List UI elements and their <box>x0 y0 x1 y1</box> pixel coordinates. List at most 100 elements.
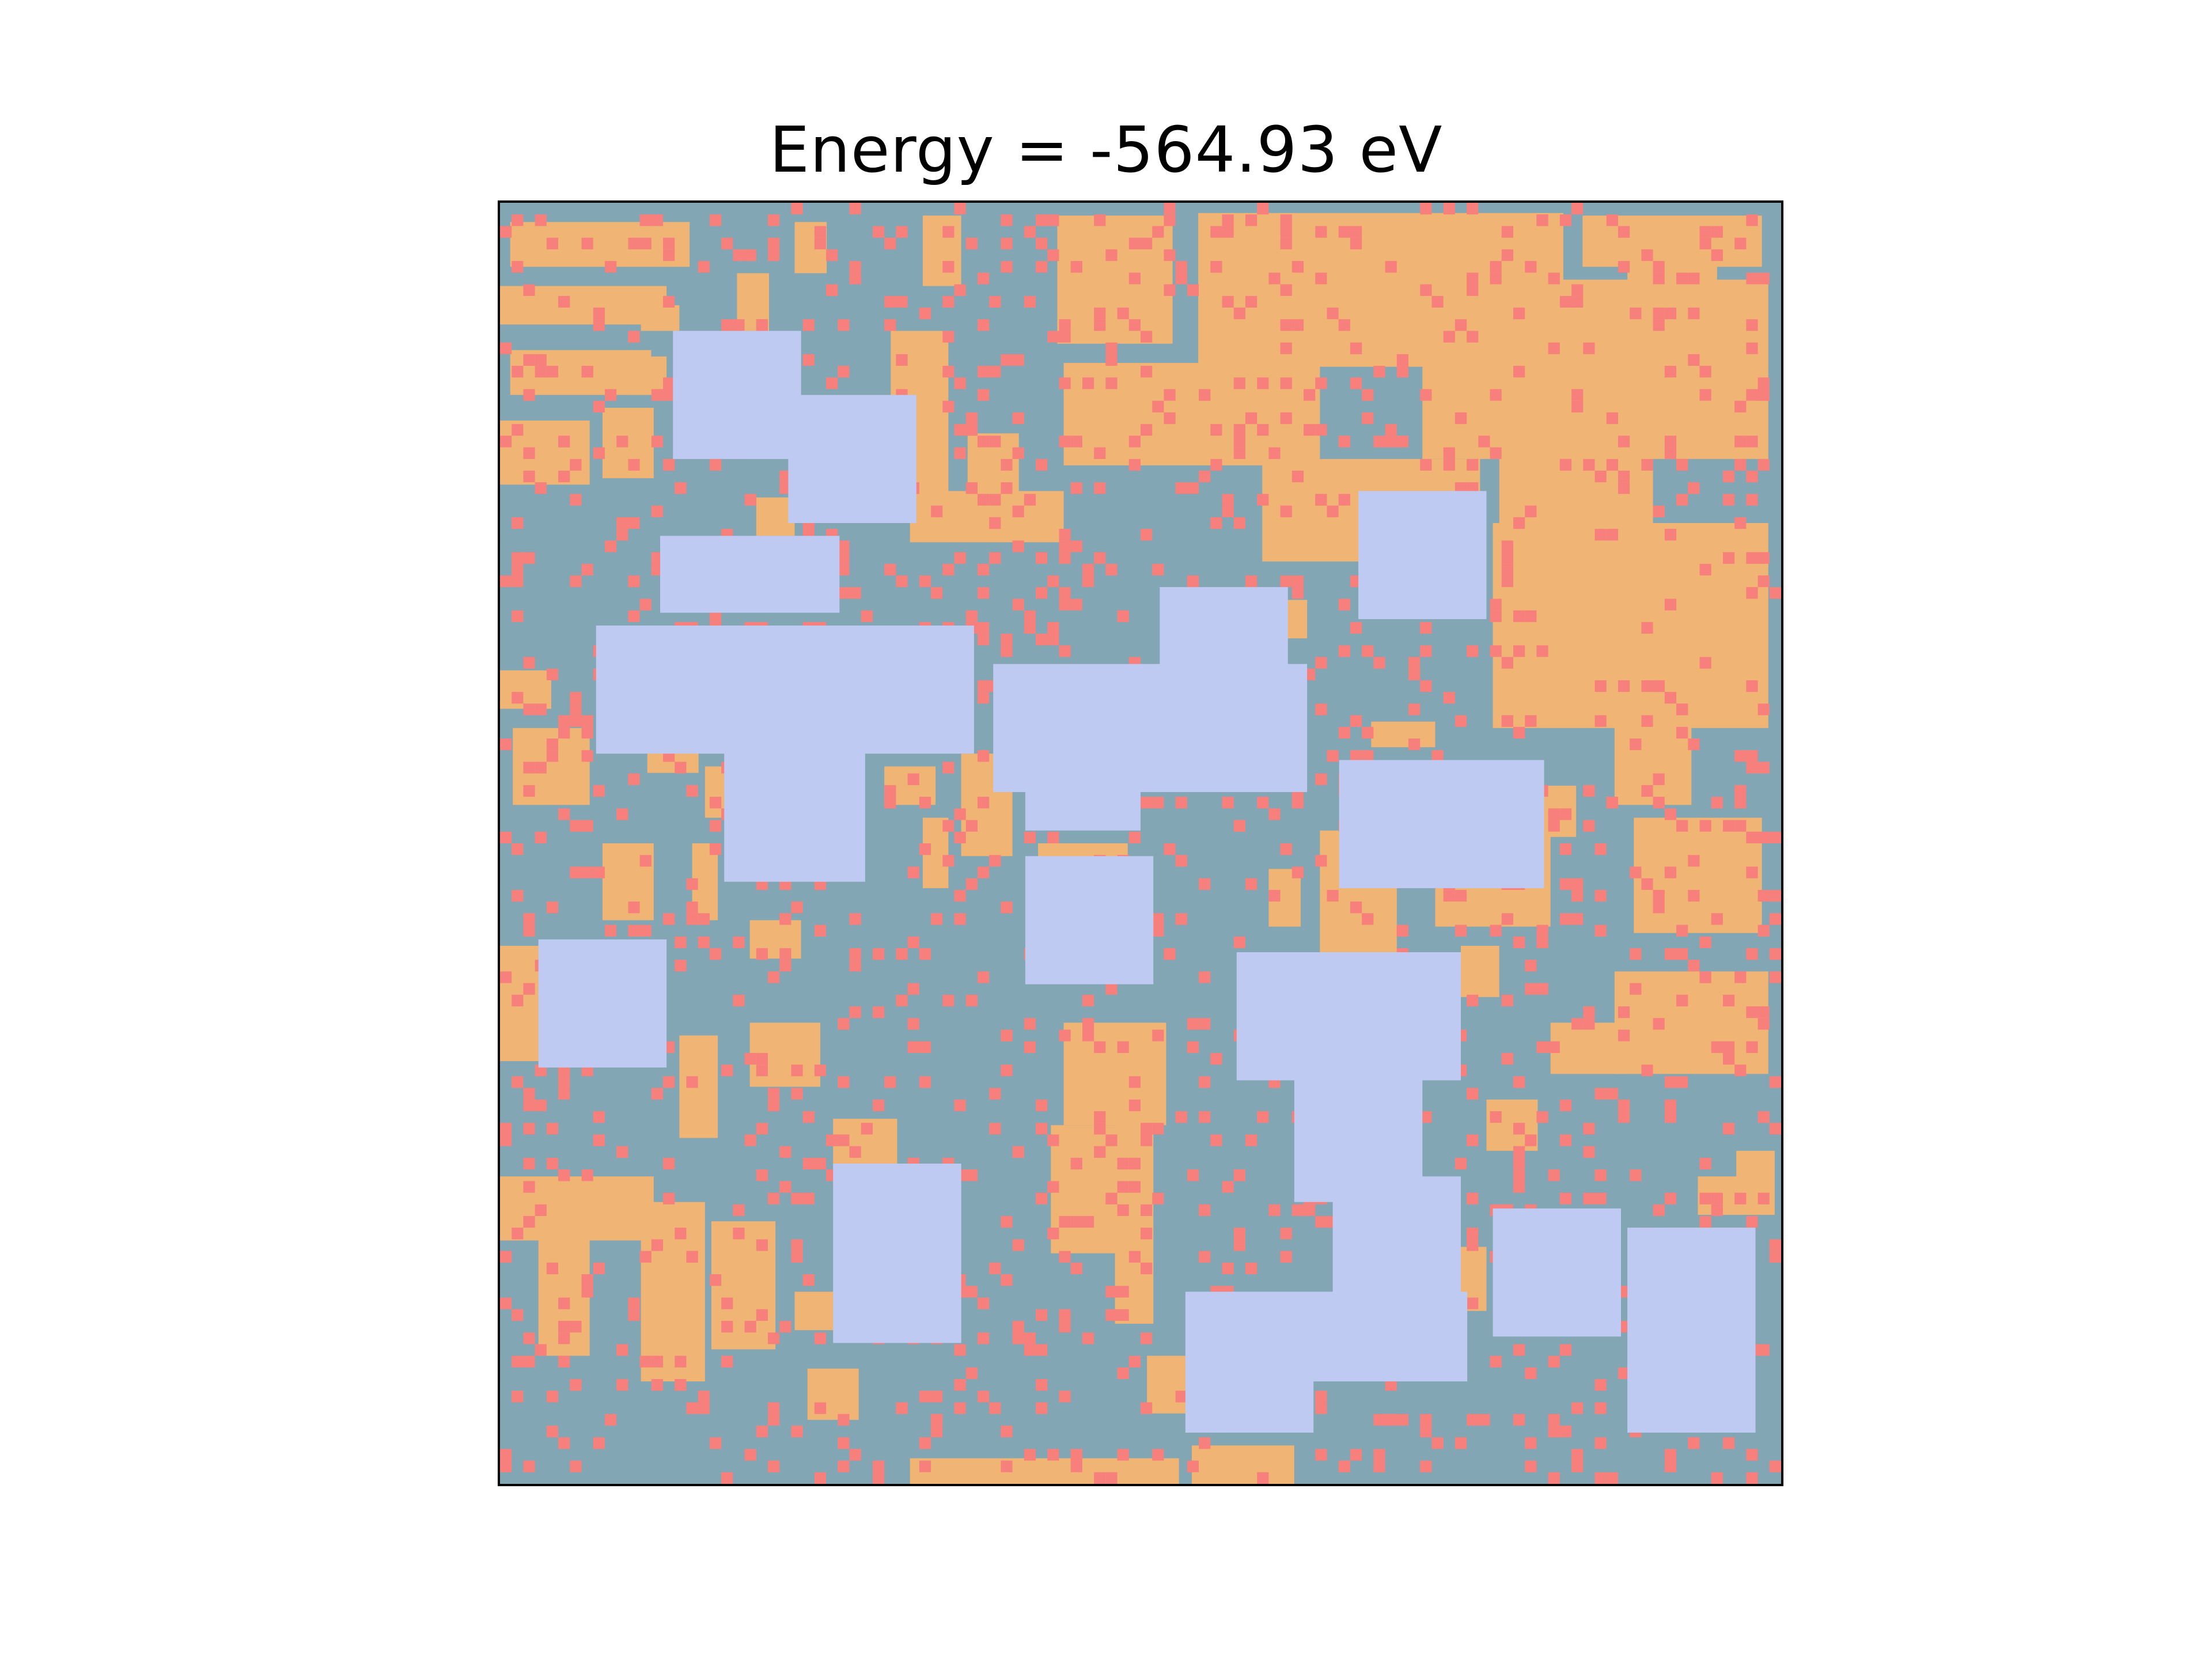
red-site <box>1664 366 1677 378</box>
red-site <box>768 1402 780 1414</box>
red-site <box>546 1123 559 1135</box>
red-site <box>1315 657 1327 669</box>
red-site <box>1594 680 1607 692</box>
red-site <box>686 1402 698 1414</box>
red-site <box>1105 983 1118 995</box>
lavender-domain <box>1332 1176 1461 1331</box>
red-site <box>965 1169 978 1181</box>
red-site <box>1036 634 1048 646</box>
red-site <box>651 1379 664 1391</box>
red-site <box>593 785 605 797</box>
red-site <box>616 808 628 820</box>
red-site <box>1513 1123 1525 1135</box>
red-site <box>1036 261 1048 273</box>
red-site <box>838 319 850 331</box>
red-site <box>1024 1344 1036 1356</box>
red-site <box>942 820 955 832</box>
red-site <box>977 634 990 646</box>
red-site <box>1012 354 1024 366</box>
red-site <box>965 820 978 832</box>
red-site <box>1571 203 1584 215</box>
red-site <box>814 237 827 249</box>
red-site <box>826 249 838 262</box>
red-site <box>1606 797 1618 809</box>
red-site <box>1734 785 1747 797</box>
red-site <box>954 552 966 564</box>
red-site <box>1630 738 1642 751</box>
red-site <box>779 1146 791 1158</box>
red-site <box>1653 773 1665 785</box>
red-site <box>1001 645 1013 657</box>
red-site <box>1606 214 1618 226</box>
red-site <box>1583 820 1595 832</box>
red-site <box>1420 459 1432 471</box>
red-site <box>1141 1262 1153 1275</box>
red-site <box>546 237 559 249</box>
red-site <box>1175 797 1187 809</box>
red-site <box>1373 1414 1385 1426</box>
lavender-domain <box>538 939 667 1068</box>
red-site <box>733 319 745 331</box>
red-site <box>838 1134 850 1146</box>
red-site <box>1746 214 1758 226</box>
red-site <box>1618 1111 1630 1123</box>
red-site <box>919 1391 931 1403</box>
red-site <box>1559 843 1572 855</box>
red-site <box>535 366 547 378</box>
red-site <box>570 459 582 471</box>
red-site <box>1664 808 1677 820</box>
red-site <box>616 529 628 541</box>
red-site <box>1024 622 1036 634</box>
red-site <box>977 494 990 506</box>
red-site <box>791 1425 803 1438</box>
red-site <box>512 575 524 588</box>
red-site <box>791 1192 803 1205</box>
red-site <box>1769 948 1781 960</box>
red-site <box>849 1146 861 1158</box>
red-site <box>1141 1402 1153 1414</box>
red-site <box>1105 1309 1118 1321</box>
red-site <box>1711 1472 1723 1484</box>
red-site <box>744 494 756 506</box>
red-site <box>1653 261 1665 273</box>
red-site <box>523 913 535 925</box>
red-site <box>1024 494 1036 506</box>
red-site <box>523 983 535 995</box>
red-site <box>1490 389 1502 401</box>
red-site <box>1362 726 1374 739</box>
red-site <box>663 296 675 308</box>
red-site <box>581 563 593 575</box>
red-site <box>989 1088 1001 1100</box>
red-site <box>1001 482 1013 494</box>
red-site <box>1769 831 1781 843</box>
red-site <box>872 1099 885 1112</box>
red-site <box>1583 1018 1595 1030</box>
red-site <box>1594 1402 1607 1414</box>
red-site <box>1443 203 1455 215</box>
red-site <box>1070 435 1082 448</box>
red-site <box>1525 960 1537 972</box>
red-site <box>686 913 698 925</box>
red-site <box>965 412 978 425</box>
red-site <box>977 272 990 285</box>
red-site <box>1141 237 1153 249</box>
red-site <box>581 366 593 378</box>
red-site <box>791 1251 803 1263</box>
red-site <box>1385 424 1397 436</box>
red-site <box>1490 599 1502 611</box>
red-site <box>558 808 570 820</box>
red-site <box>1257 203 1269 215</box>
red-site <box>1350 902 1362 914</box>
red-site <box>1769 1460 1781 1472</box>
red-site <box>1490 925 1502 937</box>
red-site <box>1291 575 1304 588</box>
red-site <box>1653 797 1665 809</box>
red-site <box>779 948 791 960</box>
red-site <box>1257 1111 1269 1123</box>
red-site <box>1141 1134 1153 1146</box>
red-site <box>1199 1204 1211 1216</box>
red-site <box>523 703 535 715</box>
red-site <box>1467 1414 1479 1426</box>
red-site <box>1350 750 1362 762</box>
red-site <box>884 785 896 797</box>
